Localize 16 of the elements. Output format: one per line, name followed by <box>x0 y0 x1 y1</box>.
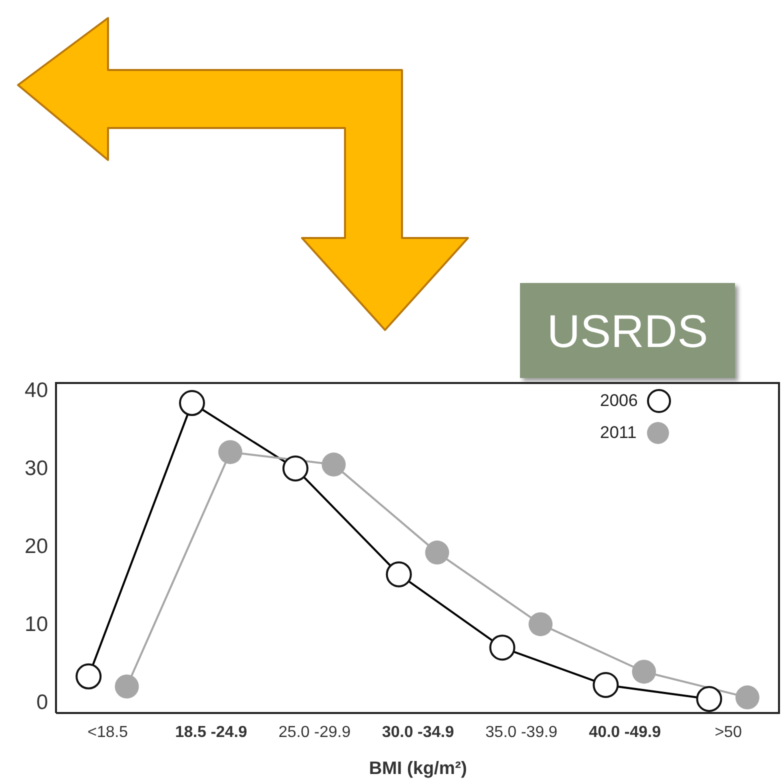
x-tick-label: >50 <box>714 724 742 741</box>
x-tick-label: 25.0 -29.9 <box>278 724 351 741</box>
y-tick-label: 40 <box>24 379 48 402</box>
x-axis-title: BMI (kg/m²) <box>369 758 467 778</box>
x-tick-label: 40.0 -49.9 <box>588 724 661 741</box>
x-tick-label: 35.0 -39.9 <box>485 724 558 741</box>
x-tick-label: <18.5 <box>87 724 128 741</box>
y-tick-label: 30 <box>24 457 48 480</box>
legend-label: 2011 <box>600 423 637 443</box>
y-tick-label: 20 <box>24 535 48 558</box>
legend-label: 2006 <box>600 391 638 411</box>
x-tick-label: 30.0 -34.9 <box>382 724 454 741</box>
x-tick-label: 18.5 -24.9 <box>175 724 248 741</box>
y-tick-label: 0 <box>36 690 48 714</box>
y-tick-label: 10 <box>24 612 48 636</box>
text: USRDS <box>520 283 735 378</box>
